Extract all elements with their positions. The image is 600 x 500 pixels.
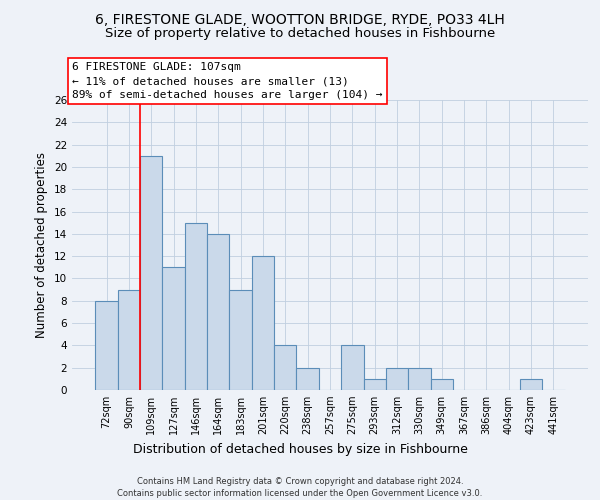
Bar xyxy=(229,290,252,390)
Bar xyxy=(140,156,163,390)
Text: 6 FIRESTONE GLADE: 107sqm
← 11% of detached houses are smaller (13)
89% of semi-: 6 FIRESTONE GLADE: 107sqm ← 11% of detac… xyxy=(72,62,383,100)
Bar xyxy=(408,368,431,390)
Y-axis label: Number of detached properties: Number of detached properties xyxy=(35,152,49,338)
Bar xyxy=(252,256,274,390)
Bar xyxy=(341,346,364,390)
Bar xyxy=(296,368,319,390)
Bar xyxy=(431,379,453,390)
Text: Distribution of detached houses by size in Fishbourne: Distribution of detached houses by size … xyxy=(133,442,467,456)
Bar xyxy=(185,222,207,390)
Text: 6, FIRESTONE GLADE, WOOTTON BRIDGE, RYDE, PO33 4LH: 6, FIRESTONE GLADE, WOOTTON BRIDGE, RYDE… xyxy=(95,12,505,26)
Bar xyxy=(118,290,140,390)
Bar xyxy=(207,234,229,390)
Text: Contains public sector information licensed under the Open Government Licence v3: Contains public sector information licen… xyxy=(118,489,482,498)
Bar xyxy=(364,379,386,390)
Bar xyxy=(386,368,408,390)
Text: Contains HM Land Registry data © Crown copyright and database right 2024.: Contains HM Land Registry data © Crown c… xyxy=(137,478,463,486)
Bar xyxy=(274,346,296,390)
Bar xyxy=(95,301,118,390)
Text: Size of property relative to detached houses in Fishbourne: Size of property relative to detached ho… xyxy=(105,28,495,40)
Bar xyxy=(163,268,185,390)
Bar xyxy=(520,379,542,390)
